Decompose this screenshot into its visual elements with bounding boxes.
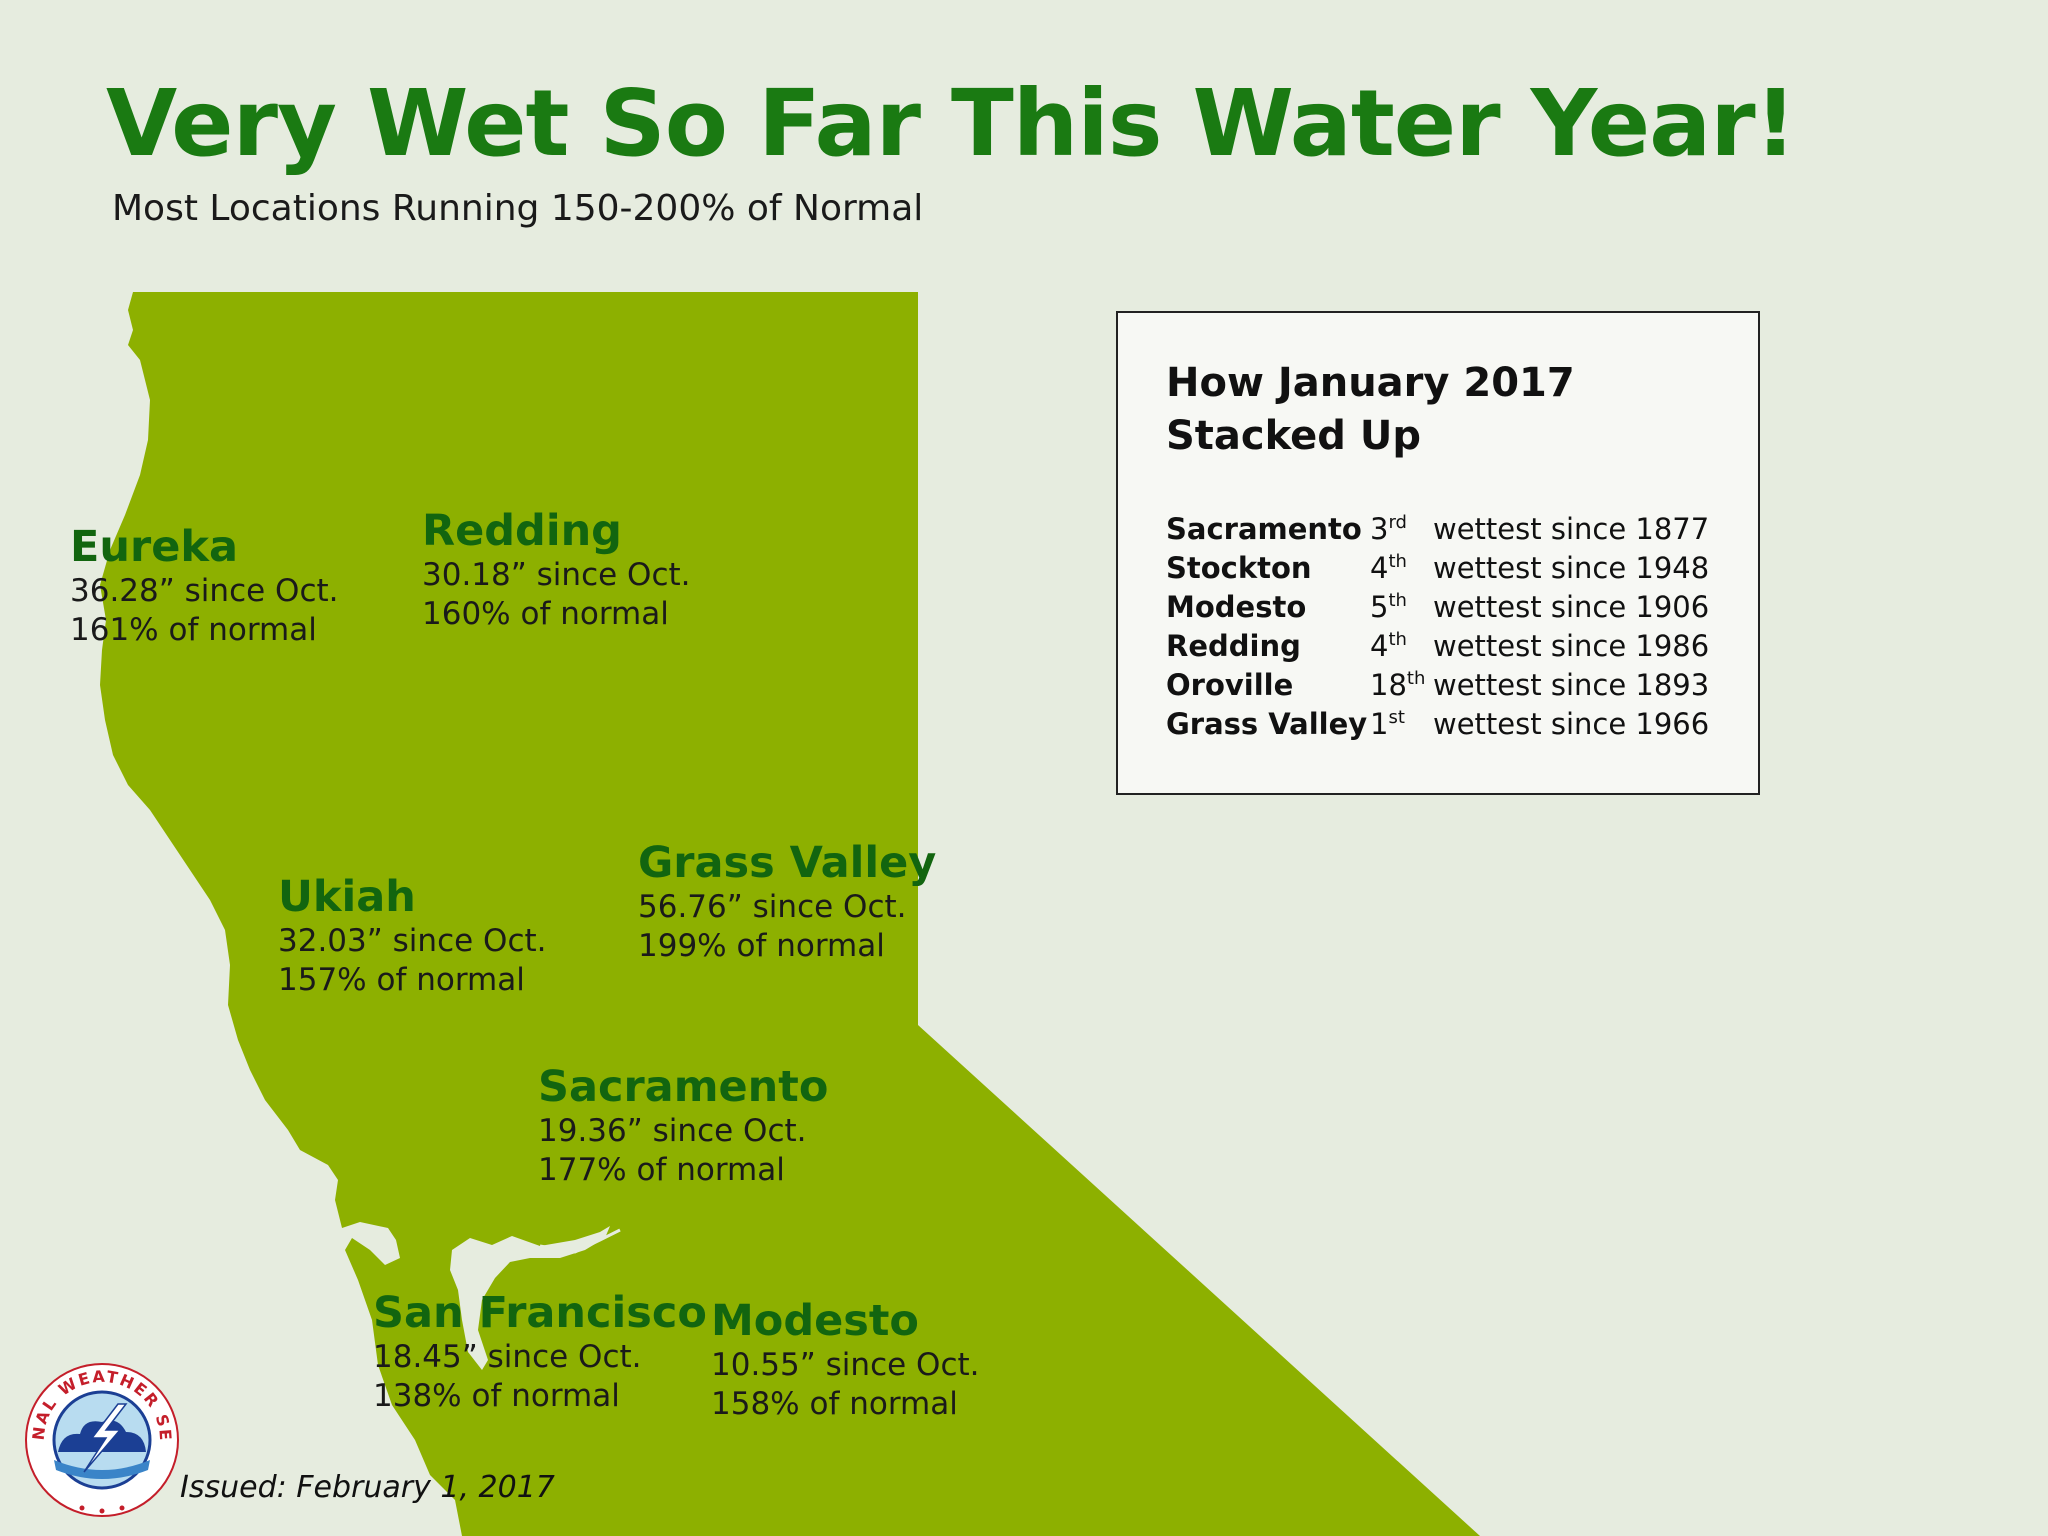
city-precip: 56.76” since Oct. bbox=[638, 889, 907, 925]
city-precip: 18.45” since Oct. bbox=[373, 1339, 642, 1375]
delta-channel bbox=[539, 1228, 621, 1254]
city-name: Grass Valley bbox=[638, 838, 937, 888]
rank-value: 3rd bbox=[1370, 512, 1407, 546]
rank-city: Stockton bbox=[1166, 551, 1312, 585]
page-subtitle: Most Locations Running 150-200% of Norma… bbox=[112, 188, 924, 229]
rank-value: 4th bbox=[1370, 551, 1407, 585]
panel-title-line1: How January 2017 bbox=[1166, 360, 1575, 406]
rank-city: Sacramento bbox=[1166, 512, 1362, 546]
city-modesto: Modesto 10.55” since Oct. 158% of normal bbox=[711, 1296, 980, 1424]
city-eureka: Eureka 36.28” since Oct. 161% of normal bbox=[70, 522, 339, 650]
rank-city: Redding bbox=[1166, 629, 1301, 663]
rank-text: wettest since 1966 bbox=[1433, 707, 1710, 741]
rank-value: 18th bbox=[1370, 668, 1426, 702]
page-title: Very Wet So Far This Water Year! bbox=[106, 70, 1797, 177]
city-percent: 199% of normal bbox=[638, 928, 885, 964]
rank-text: wettest since 1948 bbox=[1433, 551, 1710, 585]
city-name: Sacramento bbox=[538, 1062, 829, 1112]
issued-date: Issued: February 1, 2017 bbox=[180, 1470, 555, 1505]
panel-title-line2: Stacked Up bbox=[1166, 413, 1421, 459]
rank-text: wettest since 1986 bbox=[1433, 629, 1710, 663]
nws-logo-icon: NATIONAL WEATHER SERVICE bbox=[22, 1360, 179, 1517]
city-precip: 30.18” since Oct. bbox=[422, 557, 691, 593]
rank-text: wettest since 1906 bbox=[1433, 590, 1710, 624]
city-precip: 36.28” since Oct. bbox=[70, 573, 339, 609]
california-land bbox=[100, 292, 1480, 1536]
city-percent: 138% of normal bbox=[373, 1378, 620, 1414]
city-percent: 161% of normal bbox=[70, 612, 317, 648]
city-percent: 157% of normal bbox=[278, 962, 525, 998]
city-name: Ukiah bbox=[278, 872, 416, 922]
city-precip: 32.03” since Oct. bbox=[278, 923, 547, 959]
city-precip: 10.55” since Oct. bbox=[711, 1347, 980, 1383]
january-ranking-panel: How January 2017 Stacked Up Sacramento 3… bbox=[1116, 311, 1760, 795]
rank-text: wettest since 1877 bbox=[1433, 512, 1710, 546]
city-name: Eureka bbox=[70, 522, 238, 572]
rank-city: Grass Valley bbox=[1166, 707, 1368, 741]
city-precip: 19.36” since Oct. bbox=[538, 1113, 807, 1149]
city-name: Modesto bbox=[711, 1296, 919, 1346]
rank-city: Modesto bbox=[1166, 590, 1307, 624]
city-ukiah: Ukiah 32.03” since Oct. 157% of normal bbox=[278, 872, 547, 1000]
panel-title: How January 2017 Stacked Up bbox=[1166, 357, 1575, 463]
rank-value: 5th bbox=[1370, 590, 1407, 624]
city-percent: 177% of normal bbox=[538, 1152, 785, 1188]
city-percent: 160% of normal bbox=[422, 596, 669, 632]
city-name: San Francisco bbox=[373, 1288, 707, 1338]
bay-water bbox=[450, 1226, 610, 1370]
city-san-francisco: San Francisco 18.45” since Oct. 138% of … bbox=[373, 1288, 707, 1416]
city-percent: 158% of normal bbox=[711, 1386, 958, 1422]
city-grass-valley: Grass Valley 56.76” since Oct. 199% of n… bbox=[638, 838, 936, 966]
rank-value: 4th bbox=[1370, 629, 1407, 663]
rank-text: wettest since 1893 bbox=[1433, 668, 1710, 702]
city-sacramento: Sacramento 19.36” since Oct. 177% of nor… bbox=[538, 1062, 828, 1190]
city-name: Redding bbox=[422, 506, 622, 556]
city-redding: Redding 30.18” since Oct. 160% of normal bbox=[422, 506, 691, 634]
rank-city: Oroville bbox=[1166, 668, 1294, 702]
rank-value: 1st bbox=[1370, 707, 1405, 741]
